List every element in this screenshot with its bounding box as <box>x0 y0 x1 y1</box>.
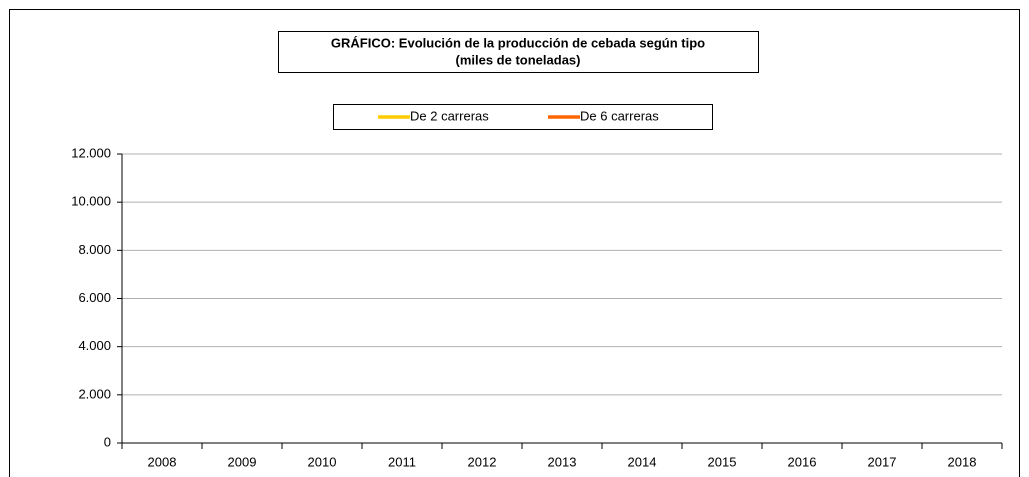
x-tick-label: 2013 <box>548 454 577 469</box>
x-tick-label: 2014 <box>628 454 657 469</box>
x-tick-label: 2015 <box>708 454 737 469</box>
x-tick-label: 2018 <box>948 454 977 469</box>
chart-subtitle: (miles de toneladas) <box>456 52 581 67</box>
x-tick-label: 2008 <box>148 454 177 469</box>
x-tick-label: 2016 <box>788 454 817 469</box>
y-tick-label: 12.000 <box>71 145 111 160</box>
y-tick-label: 2.000 <box>78 386 111 401</box>
y-tick-label: 4.000 <box>78 338 111 353</box>
chart-frame <box>9 9 1020 477</box>
x-tick-label: 2012 <box>468 454 497 469</box>
x-tick-label: 2017 <box>868 454 897 469</box>
y-tick-label: 0 <box>104 434 111 449</box>
x-tick-label: 2011 <box>388 454 416 469</box>
x-tick-label: 2009 <box>228 454 257 469</box>
x-tick-label: 2010 <box>308 454 337 469</box>
y-tick-label: 6.000 <box>78 290 111 305</box>
y-tick-label: 8.000 <box>78 242 111 257</box>
legend-label: De 6 carreras <box>580 108 659 123</box>
y-tick-label: 10.000 <box>71 194 111 209</box>
title-box <box>278 31 759 73</box>
chart-title: GRÁFICO: Evolución de la producción de c… <box>331 35 705 50</box>
legend-label: De 2 carreras <box>410 108 489 123</box>
